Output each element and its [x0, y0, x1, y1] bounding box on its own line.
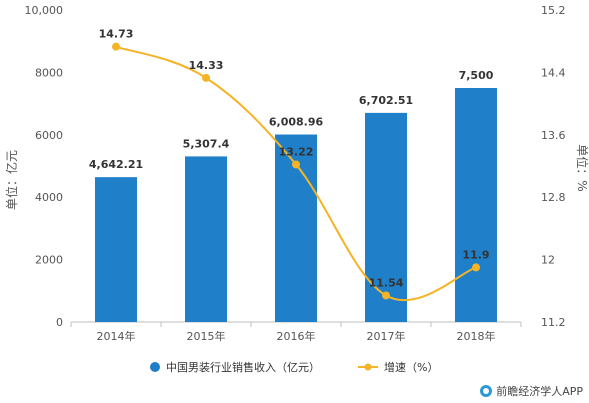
qianzhan-logo-icon: [480, 385, 493, 397]
y-left-tick-label: 8000: [35, 66, 63, 79]
bar-value-label: 6,008.96: [269, 116, 324, 129]
growth-point: [112, 42, 120, 51]
y-left-tick-label: 4000: [35, 191, 63, 204]
y-left-label: 单位：亿元: [4, 150, 19, 210]
bar: [365, 112, 407, 323]
y-left-tick-label: 0: [56, 316, 63, 329]
credit: 前瞻经济学人APP: [480, 383, 583, 399]
legend-bar-label: 中国男装行业销售收入（亿元）: [166, 360, 320, 374]
y-right-tick-label: 12.8: [541, 191, 566, 204]
bar: [95, 177, 137, 322]
x-tick-label: 2016年: [277, 329, 316, 343]
bar-value-label: 4,642.21: [89, 158, 143, 171]
growth-value-label: 13.22: [279, 145, 314, 158]
bar: [455, 88, 497, 322]
bar: [185, 156, 227, 322]
legend-line-dot: [364, 363, 372, 371]
y-left-tick-label: 10,000: [25, 4, 64, 17]
y-right-tick-label: 14.4: [541, 66, 566, 79]
y-right-tick-label: 12: [541, 254, 555, 267]
data-labels: 4,642.21 5,307.4 6,008.96 6,702.51 7,500 14.7…: [89, 28, 494, 290]
y-right-tick-label: 15.2: [541, 4, 566, 17]
growth-value-label: 11.9: [462, 248, 489, 261]
y-right-tick-label: 13.6: [541, 129, 566, 142]
credit-text: 前瞻经济学人APP: [496, 385, 583, 398]
growth-point: [202, 73, 210, 82]
growth-value-label: 14.33: [189, 59, 224, 72]
x-tick-label: 2014年: [97, 329, 136, 343]
x-tick-label: 2018年: [457, 329, 496, 343]
growth-value-label: 11.54: [369, 276, 404, 289]
legend-line-label: 增速（%）: [384, 360, 438, 374]
legend: 中国男装行业销售收入（亿元） 增速（%）: [150, 360, 438, 374]
y-right-label: 单位：%: [575, 144, 589, 191]
growth-point: [292, 160, 300, 169]
bar-value-label: 7,500: [459, 69, 494, 82]
y-left-tick-label: 2000: [35, 254, 63, 267]
growth-value-label: 14.73: [99, 28, 134, 41]
y-left-tick-label: 6000: [35, 129, 63, 142]
growth-point: [382, 291, 390, 300]
line-series: [112, 42, 480, 302]
growth-point: [472, 263, 480, 272]
axes: 2014年 2015年 2016年 2017年 2018年 0 2000 4000 6000 80…: [25, 4, 566, 343]
legend-bar-marker: [150, 362, 160, 372]
x-tick-label: 2015年: [187, 329, 226, 343]
y-right-tick-label: 11.2: [541, 316, 566, 329]
bar-value-label: 5,307.4: [183, 137, 230, 150]
x-tick-label: 2017年: [367, 329, 406, 343]
bar-value-label: 6,702.51: [359, 94, 413, 107]
